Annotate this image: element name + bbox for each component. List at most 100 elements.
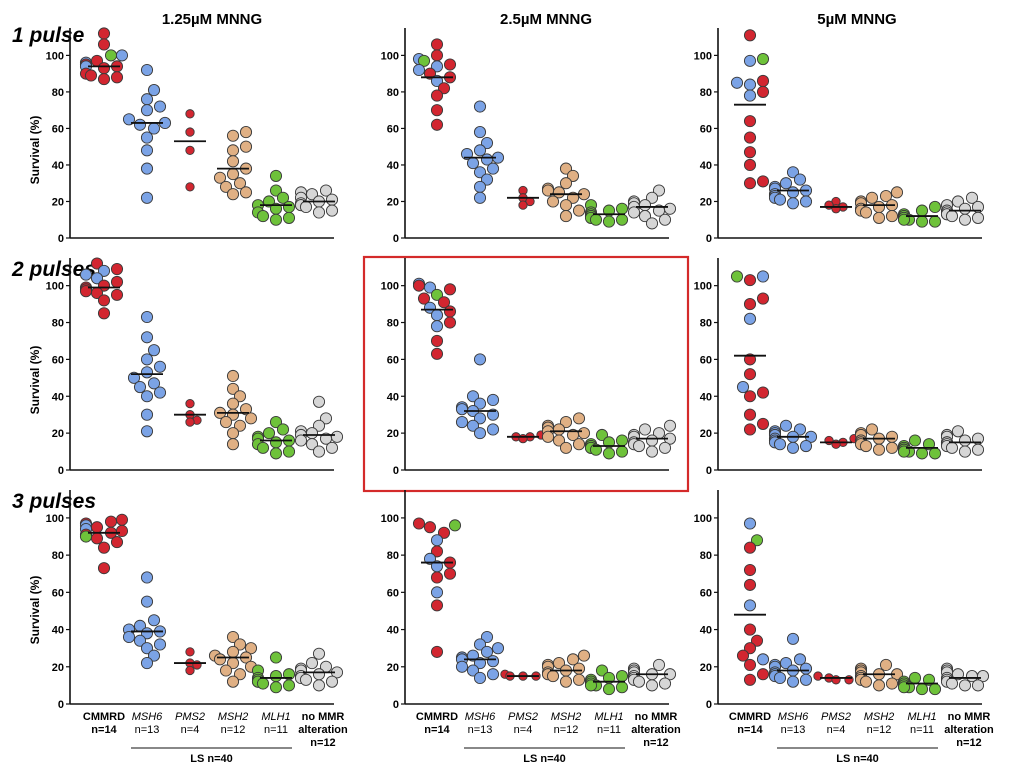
y-tick-label: 100 (694, 50, 712, 62)
data-point-msh6 (779, 419, 793, 432)
data-point-cmmrd (743, 177, 757, 190)
data-point-mlh1 (615, 434, 629, 447)
data-point-mlh1 (928, 447, 942, 460)
data-point-cmmrd (743, 54, 757, 67)
data-point-msh6 (140, 310, 154, 324)
data-point-mlh1 (602, 447, 616, 460)
data-point-cmmrd (430, 118, 444, 131)
data-point-cmmrd (97, 27, 111, 40)
data-point-cmmrd (430, 347, 444, 360)
y-tick-label: 80 (700, 318, 712, 330)
data-point-cmmrd (430, 545, 444, 558)
data-point-mlh1 (602, 683, 616, 696)
data-point-msh2 (219, 180, 233, 193)
data-point-msh2 (572, 438, 586, 451)
data-point-msh6 (786, 632, 800, 645)
data-point-msh2 (885, 677, 899, 690)
y-tick-label: 20 (387, 428, 399, 440)
category-label: MSH2 (864, 711, 895, 723)
data-point-cmmrd (90, 521, 104, 534)
data-point-msh2 (572, 204, 586, 217)
data-point-msh2 (859, 206, 873, 219)
data-point-msh6 (140, 331, 154, 344)
data-point-cmmrd (417, 292, 431, 305)
data-point-mlh1 (595, 664, 609, 677)
data-point-mlh1 (269, 681, 283, 694)
data-point-msh6 (786, 675, 800, 688)
y-tick-label: 0 (393, 699, 399, 711)
data-point-msh2 (541, 430, 555, 443)
data-point-msh6 (786, 166, 800, 179)
data-point-cmmrd (115, 524, 129, 537)
y-tick-label: 60 (52, 123, 64, 135)
data-point-mlh1 (269, 670, 283, 683)
ls-group-label: LS n=40 (523, 753, 566, 763)
y-tick-label: 20 (700, 662, 712, 674)
data-point-msh2 (552, 186, 566, 199)
data-point-no-mmr (632, 439, 646, 453)
data-point-mlh1 (269, 416, 283, 429)
data-point-cmmrd (756, 653, 770, 666)
data-point-msh6 (140, 595, 154, 608)
data-point-msh2 (577, 649, 591, 662)
category-n-label: n=12 (221, 724, 246, 736)
category-n-label: n=11 (910, 724, 934, 736)
data-point-no-mmr (325, 441, 339, 454)
data-point-cmmrd (443, 58, 457, 71)
column-title-3: 5µM MNNG (817, 11, 896, 28)
data-point-no-mmr (652, 658, 666, 671)
data-point-pms2 (185, 647, 195, 657)
category-label: no MMR (635, 711, 678, 723)
data-point-no-mmr (638, 210, 652, 223)
data-point-no-mmr (319, 412, 333, 425)
data-point-cmmrd (743, 312, 757, 325)
category-label: MLH1 (261, 711, 290, 723)
category-label: MSH6 (132, 711, 163, 723)
data-point-cmmrd (90, 257, 104, 270)
data-point-no-mmr (305, 438, 319, 451)
data-point-msh2 (244, 412, 258, 425)
data-point-msh2 (233, 638, 247, 651)
data-point-no-mmr (945, 210, 959, 223)
data-point-msh6 (153, 360, 167, 373)
data-point-no-mmr (951, 195, 965, 208)
data-point-cmmrd (743, 599, 757, 612)
y-tick-label: 100 (46, 281, 64, 293)
category-n-label: n=14 (91, 724, 117, 736)
data-point-cmmrd (743, 423, 757, 436)
data-point-mlh1 (584, 679, 598, 692)
data-point-pms2 (185, 145, 195, 155)
data-point-mlh1 (615, 681, 629, 694)
y-tick-label: 0 (706, 465, 712, 477)
data-point-no-mmr (305, 188, 319, 201)
data-point-no-mmr (958, 202, 972, 215)
data-point-msh6 (799, 439, 813, 453)
data-point-no-mmr (958, 213, 972, 226)
data-point-msh6 (473, 126, 487, 139)
data-point-msh6 (473, 180, 487, 193)
data-point-cmmrd (756, 668, 770, 681)
data-point-cmmrd (110, 71, 124, 84)
data-point-msh2 (226, 155, 240, 168)
data-point-msh2 (226, 382, 240, 395)
data-point-msh6 (153, 100, 167, 113)
data-point-msh6 (140, 657, 154, 670)
data-point-cmmrd (430, 38, 444, 51)
data-point-mlh1 (928, 683, 942, 696)
data-point-cmmrd (412, 279, 426, 292)
data-point-msh2 (872, 443, 886, 456)
data-point-msh2 (226, 427, 240, 440)
data-point-pms2 (831, 204, 841, 214)
category-n-label: n=13 (135, 724, 160, 736)
data-point-msh6 (786, 197, 800, 210)
data-point-cmmrd (743, 368, 757, 381)
data-point-mlh1 (282, 200, 296, 214)
data-point-msh2 (865, 191, 879, 204)
data-point-msh6 (480, 630, 494, 644)
data-point-mlh1 (269, 169, 283, 182)
data-point-mlh1 (589, 213, 603, 226)
data-point-pms2 (192, 660, 202, 670)
data-point-cmmrd (743, 673, 757, 686)
data-point-cmmrd (756, 417, 770, 430)
data-point-mlh1 (269, 447, 283, 460)
